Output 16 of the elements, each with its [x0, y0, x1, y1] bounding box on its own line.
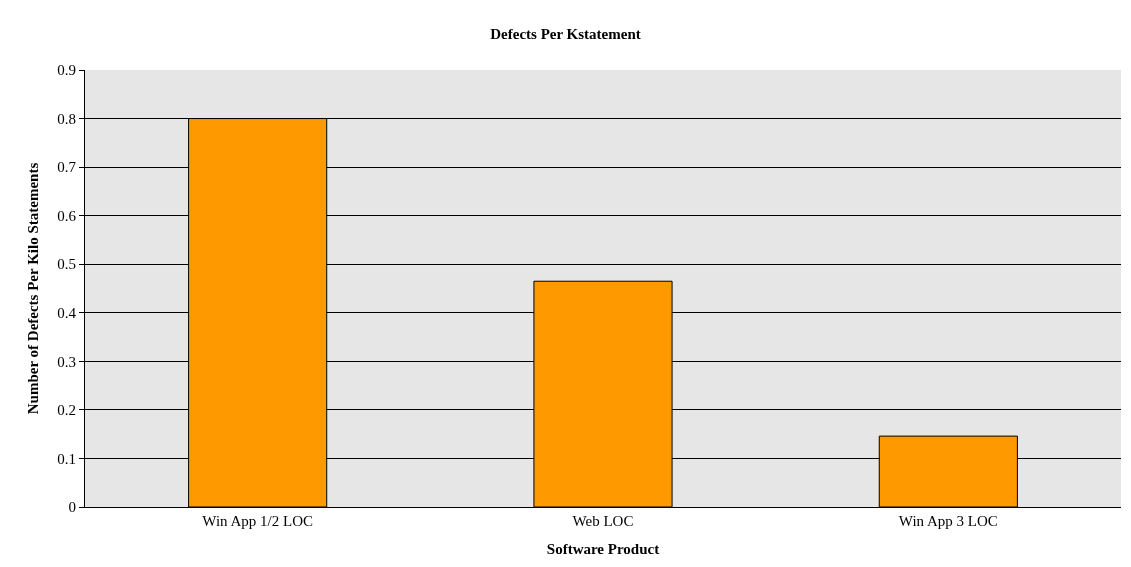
y-tick-label: 0.9 — [57, 62, 76, 79]
x-tick-label: Win App 1/2 LOC — [202, 513, 313, 529]
chart-title: Defects Per Kstatement — [490, 25, 641, 42]
x-tick-label: Win App 3 LOC — [898, 513, 998, 529]
y-tick-label: 0.7 — [57, 159, 77, 176]
x-tick-label: Web LOC — [572, 513, 634, 529]
y-tick-label: 0.2 — [57, 402, 76, 419]
y-tick-label: 0.8 — [57, 110, 76, 127]
y-tick-label: 0.4 — [57, 305, 77, 322]
y-axis-title: Number of Defects Per Kilo Statements — [24, 162, 41, 415]
y-tick-label: 0.3 — [57, 353, 76, 370]
y-tick-label: 0.5 — [57, 256, 76, 273]
x-axis-title: Software Product — [546, 541, 660, 557]
y-tick-label: 0.1 — [57, 450, 76, 467]
y-tick-label: 0.6 — [57, 207, 77, 224]
y-tick-label: 0 — [68, 499, 76, 516]
